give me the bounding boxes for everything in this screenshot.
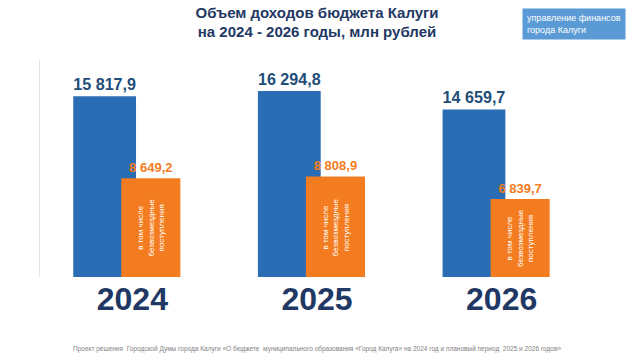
svg-text:2025: 2025 xyxy=(281,281,352,317)
svg-text:2024: 2024 xyxy=(97,281,168,317)
svg-text:Проект решения Городской Думы: Проект решения Городской Думы города Кал… xyxy=(73,345,561,353)
svg-text:в том числебезвозмездныепоступ: в том числебезвозмездныепоступления xyxy=(136,199,166,257)
svg-text:в том числебезвозмездныепоступ: в том числебезвозмездныепоступления xyxy=(505,209,535,267)
svg-text:управление финансовгорода Калу: управление финансовгорода Калуги xyxy=(527,13,621,35)
svg-text:16 294,8: 16 294,8 xyxy=(258,70,321,88)
svg-text:6 839,7: 6 839,7 xyxy=(498,181,541,196)
svg-text:2026: 2026 xyxy=(466,281,537,317)
svg-text:15 817,9: 15 817,9 xyxy=(73,75,136,93)
svg-text:8 808,9: 8 808,9 xyxy=(314,158,357,173)
svg-text:14 659,7: 14 659,7 xyxy=(443,88,506,106)
svg-text:в том числебезвозмездныепоступ: в том числебезвозмездныепоступления xyxy=(321,198,351,256)
svg-text:8 649,2: 8 649,2 xyxy=(129,160,172,175)
svg-text:Объем доходов бюджета Калугина: Объем доходов бюджета Калугина 2024 - 20… xyxy=(195,4,438,41)
